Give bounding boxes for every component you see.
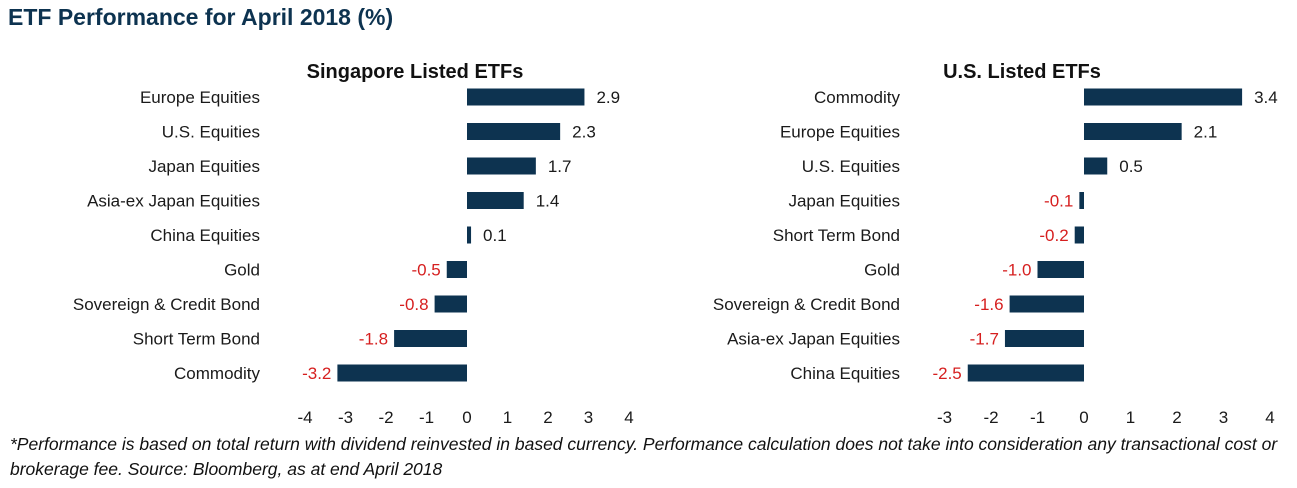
value-label: 0.5 — [1119, 157, 1143, 176]
x-tick-label: -2 — [378, 408, 393, 427]
bar — [467, 88, 585, 106]
category-label: Asia-ex Japan Equities — [727, 330, 900, 349]
chart-us-etfs: U.S. Listed ETFs Commodity 3.4 Europe Equit… — [713, 61, 1278, 427]
category-label: Short Term Bond — [773, 226, 900, 245]
value-label: 1.4 — [536, 192, 560, 211]
value-label: -2.5 — [932, 364, 961, 383]
bar — [467, 157, 536, 175]
bar — [1084, 123, 1182, 140]
bar — [394, 330, 467, 347]
x-tick-label: -4 — [297, 408, 312, 427]
chart-title: U.S. Listed ETFs — [943, 61, 1101, 83]
category-label: U.S. Equities — [162, 123, 260, 142]
chart-singapore-etfs: Singapore Listed ETFs Europe Equities 2.9 U… — [73, 61, 634, 427]
value-label: 2.3 — [572, 123, 596, 142]
bar — [1084, 157, 1108, 175]
value-label: -1.8 — [359, 330, 388, 349]
x-tick-label: 3 — [584, 408, 593, 427]
value-label: 1.7 — [548, 157, 572, 176]
category-label: Europe Equities — [140, 88, 260, 107]
x-tick-label: 1 — [503, 408, 512, 427]
x-tick-label: 4 — [624, 408, 633, 427]
x-tick-label: -3 — [937, 408, 952, 427]
value-label: -0.8 — [399, 295, 428, 314]
x-tick-label: 1 — [1126, 408, 1135, 427]
category-label: Gold — [224, 261, 260, 280]
x-tick-label: 2 — [1172, 408, 1181, 427]
bar — [467, 192, 524, 209]
value-label: -0.1 — [1044, 192, 1073, 211]
bar — [434, 295, 467, 313]
x-tick-label: -3 — [338, 408, 353, 427]
x-tick-label: 0 — [462, 408, 471, 427]
value-label: -0.5 — [411, 261, 440, 280]
x-tick-label: 2 — [543, 408, 552, 427]
category-label: Europe Equities — [780, 123, 900, 142]
x-tick-label: -1 — [1030, 408, 1045, 427]
value-label: -3.2 — [302, 364, 331, 383]
bar — [1074, 226, 1084, 244]
bar — [467, 226, 472, 244]
category-label: Sovereign & Credit Bond — [73, 295, 260, 314]
value-label: -0.2 — [1039, 226, 1068, 245]
category-label: U.S. Equities — [802, 157, 900, 176]
value-label: 3.4 — [1254, 88, 1278, 107]
bar — [1079, 192, 1084, 209]
value-label: -1.6 — [974, 295, 1003, 314]
footnote: *Performance is based on total return wi… — [10, 434, 1278, 479]
category-label: China Equities — [790, 364, 900, 383]
category-label: Asia-ex Japan Equities — [87, 192, 260, 211]
category-label: China Equities — [150, 226, 260, 245]
category-label: Japan Equities — [788, 192, 900, 211]
bar — [1084, 88, 1243, 106]
value-label: 2.1 — [1194, 123, 1218, 142]
x-tick-label: -1 — [419, 408, 434, 427]
category-label: Commodity — [814, 88, 900, 107]
page-title: ETF Performance for April 2018 (%) — [8, 4, 394, 30]
bar — [337, 364, 467, 382]
bar — [1004, 330, 1084, 347]
x-tick-label: 4 — [1265, 408, 1274, 427]
category-label: Short Term Bond — [133, 330, 260, 349]
x-tick-label: -2 — [983, 408, 998, 427]
bar — [1037, 261, 1084, 278]
x-tick-label: 0 — [1079, 408, 1088, 427]
bar — [1009, 295, 1084, 313]
category-label: Commodity — [174, 364, 260, 383]
category-label: Gold — [864, 261, 900, 280]
x-tick-label: 3 — [1219, 408, 1228, 427]
category-label: Sovereign & Credit Bond — [713, 295, 900, 314]
value-label: -1.0 — [1002, 261, 1031, 280]
bar — [446, 261, 467, 278]
chart-title: Singapore Listed ETFs — [307, 61, 524, 83]
category-label: Japan Equities — [148, 157, 260, 176]
bar — [967, 364, 1084, 382]
value-label: -1.7 — [970, 330, 999, 349]
value-label: 2.9 — [596, 88, 620, 107]
bar — [467, 123, 561, 140]
value-label: 0.1 — [483, 226, 507, 245]
